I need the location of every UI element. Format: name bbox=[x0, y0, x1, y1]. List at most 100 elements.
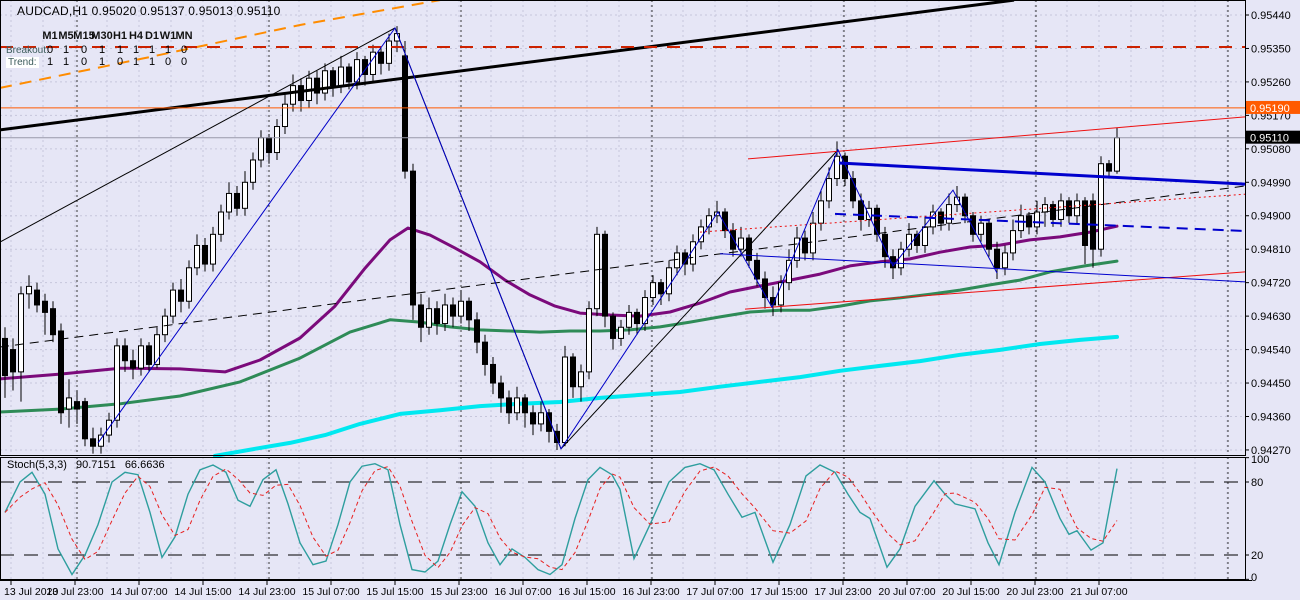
price-badge-text: 0.95110 bbox=[1250, 133, 1289, 145]
trend-label: Trend: bbox=[6, 57, 39, 68]
bull-candle bbox=[738, 237, 744, 250]
time-axis-label: 20 Jul 07:00 bbox=[878, 586, 935, 598]
time-axis-label: 20 Jul 23:00 bbox=[1006, 586, 1063, 598]
trend-value: 1 bbox=[148, 56, 156, 68]
price-axis-label: 0.94450 bbox=[1251, 378, 1291, 390]
bear-candle bbox=[50, 308, 56, 336]
bear-candle bbox=[762, 278, 768, 299]
bull-candle bbox=[794, 237, 800, 261]
price-axis-label: 0.94540 bbox=[1251, 345, 1291, 357]
stoch-axis-label: 80 bbox=[1251, 477, 1263, 489]
bull-candle bbox=[946, 204, 952, 224]
bull-candle bbox=[594, 233, 600, 310]
bear-candle bbox=[1106, 163, 1112, 172]
price-axis-label: 0.95080 bbox=[1251, 144, 1291, 156]
bull-candle bbox=[442, 304, 448, 325]
stochastic-d-value: 66.6636 bbox=[124, 459, 165, 471]
bull-candle bbox=[426, 308, 432, 328]
bull-candle bbox=[218, 211, 224, 235]
bull-candle bbox=[818, 200, 824, 224]
time-axis-label: 21 Jul 07:00 bbox=[1070, 586, 1127, 598]
bull-candle bbox=[194, 244, 200, 269]
bull-candle bbox=[18, 293, 24, 373]
timeframe-label: M30 bbox=[91, 30, 113, 42]
bear-candle bbox=[882, 233, 888, 258]
bear-candle bbox=[474, 319, 480, 343]
bear-candle bbox=[314, 77, 320, 94]
bull-candle bbox=[154, 334, 160, 365]
bull-candle bbox=[578, 371, 584, 388]
breakout-value: 1 bbox=[132, 44, 140, 56]
bull-candle bbox=[538, 412, 544, 425]
price-badge: 0.95190 bbox=[1246, 100, 1300, 115]
bull-candle bbox=[642, 297, 648, 325]
price-axis-label: 0.94630 bbox=[1251, 311, 1291, 323]
stoch-axis-label: 100 bbox=[1251, 454, 1269, 466]
bull-candle bbox=[322, 70, 328, 94]
bull-candle bbox=[978, 222, 984, 235]
bull-candle bbox=[866, 207, 872, 220]
price-badge: 0.95110 bbox=[1246, 130, 1300, 145]
zigzag-blue bbox=[97, 26, 998, 450]
stoch-k-line bbox=[4, 462, 1118, 576]
bear-candle bbox=[418, 304, 424, 328]
breakout-value: 1 bbox=[98, 44, 106, 56]
bull-candle bbox=[370, 51, 376, 75]
bear-candle bbox=[546, 412, 552, 432]
bull-candle bbox=[1018, 215, 1024, 232]
stochastic-panel[interactable]: 100 80 20 0 bbox=[0, 454, 1269, 584]
bear-candle bbox=[522, 397, 528, 414]
candles-layer bbox=[2, 26, 1120, 454]
stochastic-name: Stoch(5,3,3) bbox=[7, 459, 67, 471]
bear-candle bbox=[938, 211, 944, 224]
bear-candle bbox=[842, 155, 848, 180]
bear-candle bbox=[962, 196, 968, 217]
bull-candle bbox=[170, 289, 176, 317]
bear-candle bbox=[490, 363, 496, 384]
trend-value: 0 bbox=[180, 56, 188, 68]
ma-long-cyan bbox=[213, 334, 1119, 458]
bull-candle bbox=[186, 267, 192, 302]
bull-candle bbox=[1098, 163, 1104, 250]
bear-candle bbox=[434, 308, 440, 325]
bear-candle bbox=[498, 382, 504, 399]
time-axis-label: 13 Jul 23:00 bbox=[46, 586, 103, 598]
bull-candle bbox=[1010, 230, 1016, 254]
bull-candle bbox=[138, 345, 144, 369]
timeframe-label: W1 bbox=[159, 30, 177, 42]
price-axis-label: 0.95350 bbox=[1251, 43, 1291, 55]
time-axis-label: 17 Jul 07:00 bbox=[686, 586, 743, 598]
bear-candle bbox=[914, 233, 920, 246]
time-axis-label: 13 Jul 2020 bbox=[4, 586, 58, 598]
bull-candle bbox=[930, 211, 936, 228]
bear-candle bbox=[858, 200, 864, 220]
bull-candle bbox=[98, 434, 104, 447]
bear-candle bbox=[58, 330, 64, 414]
bull-candle bbox=[666, 267, 672, 295]
bear-candle bbox=[570, 356, 576, 388]
bear-candle bbox=[234, 192, 240, 209]
bear-candle bbox=[658, 282, 664, 295]
bear-candle bbox=[986, 222, 992, 250]
chart-title: AUDCAD,H1 0.95020 0.95137 0.95013 0.9511… bbox=[17, 4, 281, 18]
bull-candle bbox=[258, 137, 264, 161]
time-axis-label: 16 Jul 07:00 bbox=[494, 586, 551, 598]
bull-candle bbox=[922, 226, 928, 246]
bear-candle bbox=[1026, 215, 1032, 228]
bull-candle bbox=[282, 103, 288, 128]
bear-candle bbox=[554, 430, 560, 444]
bear-candle bbox=[530, 412, 536, 425]
price-axis[interactable]: 0.954400.953500.952600.951700.950800.949… bbox=[1245, 10, 1291, 457]
timeframe-label: M5 bbox=[58, 30, 74, 42]
bull-candle bbox=[114, 345, 120, 421]
bull-candle bbox=[514, 397, 520, 414]
red-dotted-trendline bbox=[699, 193, 1246, 233]
bear-candle bbox=[482, 341, 488, 365]
breakout-value: 0 bbox=[80, 44, 88, 56]
trend-value: 0 bbox=[80, 56, 88, 68]
bear-candle bbox=[410, 170, 416, 306]
bear-candle bbox=[122, 345, 128, 362]
bear-candle bbox=[602, 233, 608, 317]
